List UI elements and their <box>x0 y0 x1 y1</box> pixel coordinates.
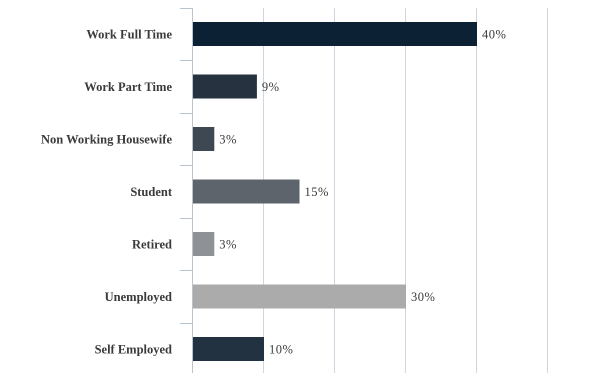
bars <box>193 22 477 361</box>
value-label: 3% <box>219 238 237 252</box>
category-label: Unemployed <box>105 290 172 304</box>
bar-work-part-time <box>193 74 257 99</box>
value-label: 40% <box>482 28 506 42</box>
value-label: 10% <box>269 343 293 357</box>
value-label: 9% <box>262 80 280 94</box>
category-label: Retired <box>132 238 172 252</box>
gridlines <box>263 8 548 373</box>
category-label: Non Working Housewife <box>41 133 172 147</box>
value-label: 30% <box>411 290 435 304</box>
category-axis <box>180 8 193 373</box>
category-label: Work Full Time <box>86 28 172 42</box>
category-label: Self Employed <box>95 343 172 357</box>
value-label: 15% <box>305 185 329 199</box>
labels: Work Full Time 40% Work Part Time 9% Non Wor… <box>41 28 506 357</box>
bar-self-employed <box>193 337 264 361</box>
category-label: Student <box>130 185 173 199</box>
category-label: Work Part Time <box>84 80 172 94</box>
value-label: 3% <box>219 133 237 147</box>
bar-unemployed <box>193 284 406 309</box>
bar-work-full-time <box>193 22 477 46</box>
bar-student <box>193 179 300 204</box>
bar-non-working-housewife <box>193 127 215 151</box>
bar-retired <box>193 232 215 256</box>
